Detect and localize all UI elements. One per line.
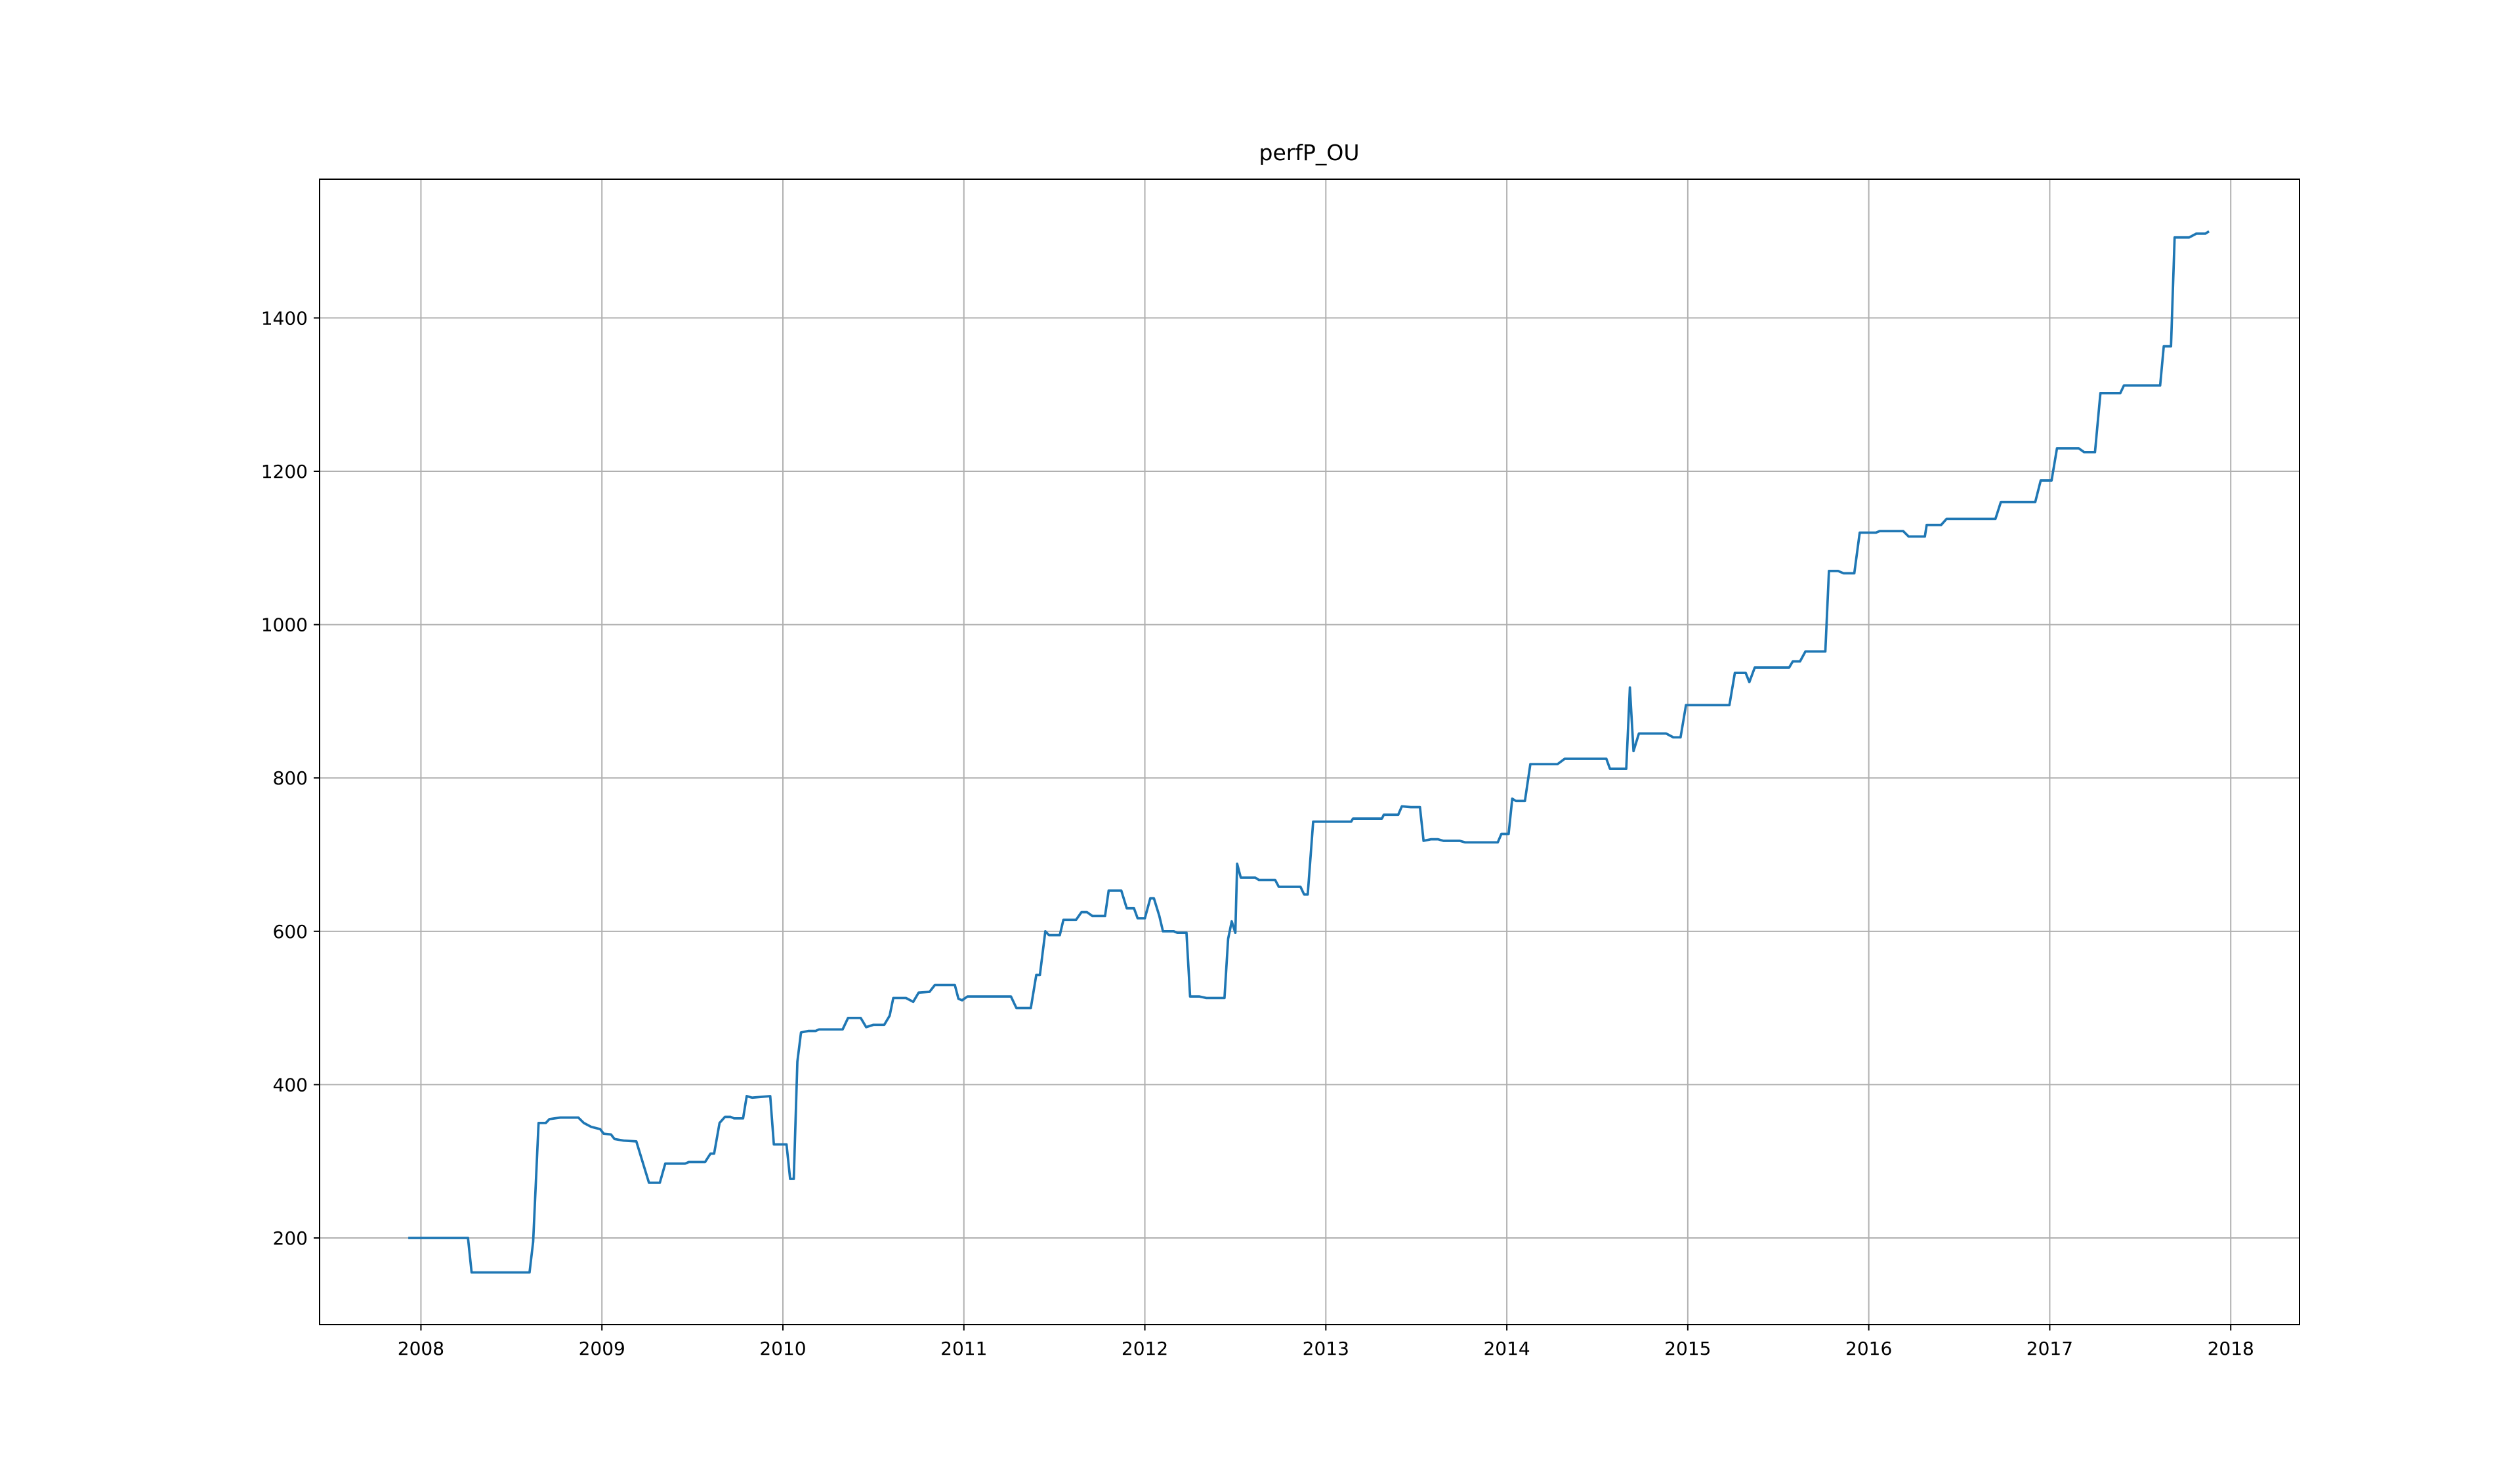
chart-title: perfP_OU: [1259, 140, 1360, 165]
x-tick-label: 2017: [2026, 1338, 2073, 1359]
y-tick-label: 200: [273, 1227, 308, 1249]
x-tick-label: 2013: [1303, 1338, 1349, 1359]
x-tick-label: 2009: [579, 1338, 625, 1359]
x-tick-label: 2018: [2208, 1338, 2254, 1359]
y-tick-label: 1400: [261, 307, 308, 329]
data-line: [408, 230, 2210, 1274]
y-tick-label: 600: [273, 921, 308, 943]
y-tick-label: 800: [273, 767, 308, 789]
x-tick-label: 2014: [1483, 1338, 1530, 1359]
x-tick-label: 2010: [759, 1338, 806, 1359]
y-tick-label: 1200: [261, 461, 308, 482]
y-tick-label: 1000: [261, 614, 308, 636]
x-tick-label: 2012: [1122, 1338, 1168, 1359]
plot-frame: [319, 179, 2300, 1325]
x-tick-label: 2011: [940, 1338, 987, 1359]
x-tick-label: 2016: [1845, 1338, 1892, 1359]
x-tick-label: 2015: [1664, 1338, 1711, 1359]
y-tick-label: 400: [273, 1074, 308, 1096]
x-tick-label: 2008: [398, 1338, 444, 1359]
